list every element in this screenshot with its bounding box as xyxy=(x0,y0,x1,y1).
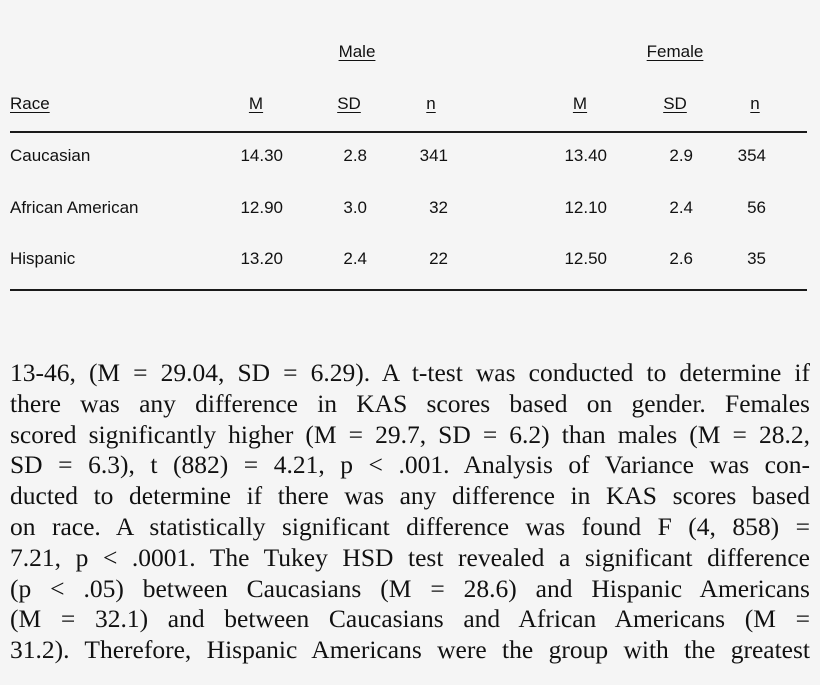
col-header-female-sd: SD xyxy=(663,94,687,113)
paragraph-line: ducted to determine if there was any dif… xyxy=(10,481,810,511)
cell-female-n: 354 xyxy=(737,146,766,165)
paragraph-line: (p < .05) between Caucasians (M = 28.6) … xyxy=(10,573,810,603)
body-paragraph: 13-46, (M = 29.04, SD = 6.29). A t-test … xyxy=(10,358,810,666)
col-header-female-m: M xyxy=(572,94,588,113)
row-race: Hispanic xyxy=(10,249,76,268)
col-header-race: Race xyxy=(10,94,50,113)
cell-female-m: 12.50 xyxy=(564,249,607,268)
header-rule xyxy=(10,131,807,133)
row-race: African American xyxy=(10,198,139,217)
cell-male-sd: 2.4 xyxy=(343,249,367,268)
paragraph-line: 31.2). Therefore, Hispanic Americans wer… xyxy=(10,635,810,665)
cell-female-sd: 2.6 xyxy=(669,249,693,268)
paragraph-line: there was any difference in KAS scores b… xyxy=(10,388,810,418)
cell-male-m: 12.90 xyxy=(240,198,283,217)
row-race: Caucasian xyxy=(10,146,91,165)
cell-male-m: 14.30 xyxy=(240,146,283,165)
paragraph-line: on race. A statistically significant dif… xyxy=(10,511,810,541)
cell-male-n: 341 xyxy=(419,146,448,165)
group-header-female: Female xyxy=(646,42,704,61)
cell-male-sd: 2.8 xyxy=(343,146,367,165)
col-header-male-m: M xyxy=(248,94,264,113)
paragraph-line: scored significantly higher (M = 29.7, S… xyxy=(10,419,810,449)
cell-male-m: 13.20 xyxy=(240,249,283,268)
paragraph-line: 7.21, p < .0001. The Tukey HSD test reve… xyxy=(10,542,810,572)
cell-male-n: 22 xyxy=(429,249,448,268)
col-header-male-n: n xyxy=(426,94,436,113)
cell-female-m: 12.10 xyxy=(564,198,607,217)
col-header-female-n: n xyxy=(750,94,760,113)
cell-male-n: 32 xyxy=(429,198,448,217)
cell-female-m: 13.40 xyxy=(564,146,607,165)
cell-male-sd: 3.0 xyxy=(343,198,367,217)
paragraph-line: 13-46, (M = 29.04, SD = 6.29). A t-test … xyxy=(10,358,810,387)
statistics-table: Male Female Race M SD n M SD n Caucasian… xyxy=(0,0,820,300)
col-header-male-sd: SD xyxy=(337,94,361,113)
paragraph-line: SD = 6.3), t (882) = 4.21, p < .001. Ana… xyxy=(10,450,810,480)
bottom-rule xyxy=(10,289,807,291)
cell-female-sd: 2.4 xyxy=(669,198,693,217)
group-header-male: Male xyxy=(338,42,376,61)
cell-female-sd: 2.9 xyxy=(669,146,693,165)
paragraph-line: (M = 32.1) and between Caucasians and Af… xyxy=(10,604,810,634)
cell-female-n: 56 xyxy=(747,198,766,217)
cell-female-n: 35 xyxy=(747,249,766,268)
